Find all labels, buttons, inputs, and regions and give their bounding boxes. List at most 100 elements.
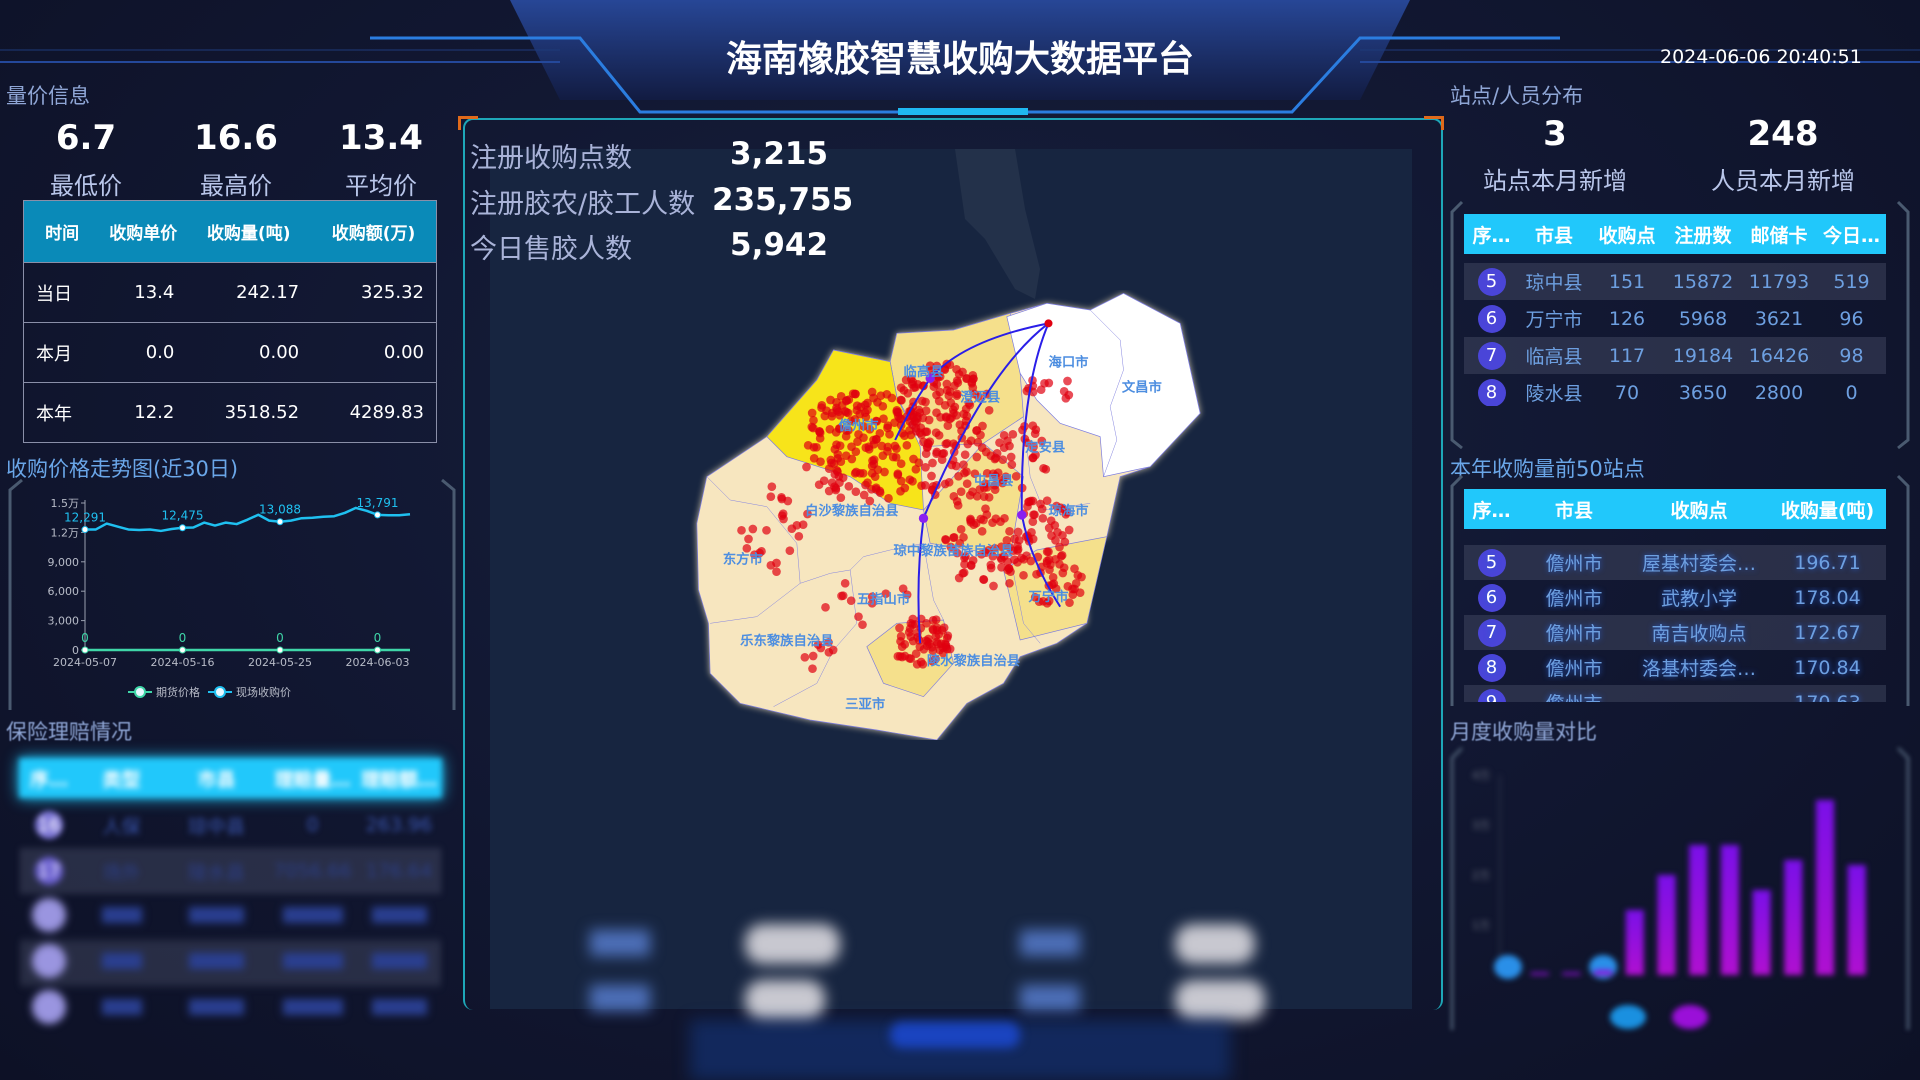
map-point[interactable]: [1058, 568, 1068, 578]
map-point[interactable]: [1004, 564, 1014, 573]
map-point[interactable]: [945, 644, 955, 654]
map-point[interactable]: [883, 421, 893, 430]
map-point[interactable]: [979, 575, 988, 584]
map-point[interactable]: [836, 493, 846, 502]
map-point[interactable]: [1008, 430, 1018, 439]
map-point[interactable]: [1006, 452, 1016, 462]
map-point[interactable]: [748, 524, 758, 534]
map-point[interactable]: [913, 380, 923, 389]
map-point[interactable]: [1051, 536, 1060, 545]
map-point[interactable]: [808, 651, 818, 661]
map-point[interactable]: [863, 398, 872, 408]
map-point[interactable]: [979, 515, 988, 525]
map-point[interactable]: [911, 423, 921, 433]
map-point[interactable]: [802, 462, 811, 472]
map-point[interactable]: [896, 383, 906, 392]
map-point[interactable]: [944, 478, 954, 487]
map-point[interactable]: [1005, 543, 1014, 552]
map-point[interactable]: [871, 435, 881, 444]
map-point[interactable]: [861, 480, 870, 490]
map-point[interactable]: [1075, 588, 1085, 597]
map-point[interactable]: [902, 590, 912, 599]
map-point[interactable]: [962, 479, 972, 488]
map-point[interactable]: [918, 413, 928, 423]
map-point[interactable]: [942, 386, 952, 395]
map-point[interactable]: [833, 450, 843, 459]
map-point[interactable]: [924, 634, 933, 644]
top50-table-body[interactable]: 5 儋州市 屋基村委会… 196.71 6 儋州市 武教小学 178.04 7 儋州市 南吉收购点 1…: [1464, 545, 1886, 702]
map-point[interactable]: [812, 443, 821, 452]
map-point[interactable]: [800, 653, 810, 662]
table-row[interactable]: 6 万宁市 126 5968 3621 96: [1464, 300, 1886, 337]
map-point[interactable]: [843, 408, 853, 418]
map-point[interactable]: [792, 521, 802, 530]
map-point[interactable]: [1030, 593, 1040, 602]
map-point[interactable]: [895, 623, 904, 633]
map-point[interactable]: [815, 434, 825, 443]
map-point[interactable]: [948, 405, 958, 414]
map-point[interactable]: [927, 656, 937, 666]
map-point[interactable]: [970, 469, 980, 478]
legend-marker[interactable]: [1672, 1005, 1708, 1029]
map-point[interactable]: [896, 459, 906, 468]
map-point[interactable]: [988, 552, 998, 561]
table-row[interactable]: 8 儋州市 洛基村委会… 170.84: [1464, 650, 1886, 685]
map-point[interactable]: [809, 416, 818, 425]
map-point[interactable]: [777, 493, 786, 502]
map-point[interactable]: [925, 361, 935, 370]
map-point[interactable]: [846, 416, 856, 426]
map-point[interactable]: [821, 603, 830, 612]
map-point[interactable]: [851, 447, 861, 456]
map-point[interactable]: [864, 442, 874, 451]
map-point[interactable]: [835, 441, 845, 450]
map-point[interactable]: [961, 552, 970, 561]
map-point[interactable]: [1058, 531, 1067, 540]
map-point[interactable]: [807, 408, 817, 418]
map-point[interactable]: [881, 589, 891, 598]
map-point[interactable]: [816, 457, 825, 466]
map-point[interactable]: [984, 406, 994, 415]
map-point[interactable]: [1001, 472, 1011, 481]
map-point[interactable]: [917, 481, 926, 490]
map-point[interactable]: [1013, 527, 1023, 537]
map-point[interactable]: [904, 628, 914, 637]
map-point[interactable]: [981, 479, 990, 488]
map-region-haikou-wenchang[interactable]: [1006, 292, 1201, 478]
map-point[interactable]: [869, 459, 879, 469]
map-point[interactable]: [934, 396, 944, 406]
map-point[interactable]: [846, 596, 856, 605]
map-point[interactable]: [1056, 503, 1066, 512]
map-point[interactable]: [840, 579, 850, 588]
map-point[interactable]: [858, 620, 867, 629]
map-point[interactable]: [961, 421, 970, 430]
map-point[interactable]: [935, 372, 945, 381]
map-point[interactable]: [962, 411, 972, 421]
map-point[interactable]: [762, 526, 771, 535]
stations-table-body[interactable]: 5 琼中县 151 15872 11793 519 6 万宁市 126 5968 3621 96 7 临高…: [1464, 263, 1886, 406]
map-point[interactable]: [949, 533, 959, 542]
map-point[interactable]: [854, 612, 863, 621]
map-point[interactable]: [893, 652, 903, 661]
map-point[interactable]: [892, 407, 902, 417]
map-point[interactable]: [871, 416, 881, 426]
map-point[interactable]: [919, 645, 929, 654]
map-point[interactable]: [1063, 376, 1072, 386]
map-point[interactable]: [999, 443, 1009, 452]
map-point[interactable]: [832, 403, 841, 413]
map-point[interactable]: [1037, 436, 1047, 446]
map-point[interactable]: [847, 454, 857, 464]
map-point[interactable]: [998, 455, 1008, 464]
table-row[interactable]: 7 临高县 117 19184 16426 98: [1464, 337, 1886, 374]
map-point[interactable]: [1002, 536, 1012, 545]
map-point[interactable]: [986, 451, 996, 460]
map-point[interactable]: [1029, 510, 1038, 519]
map-point[interactable]: [1010, 555, 1019, 564]
map-point[interactable]: [820, 411, 830, 421]
map-point[interactable]: [966, 516, 975, 525]
map-point[interactable]: [928, 458, 937, 468]
map-point[interactable]: [949, 439, 958, 448]
map-point[interactable]: [850, 469, 860, 478]
map-point[interactable]: [1011, 472, 1021, 481]
map-point[interactable]: [909, 454, 918, 464]
map-point[interactable]: [882, 390, 892, 399]
